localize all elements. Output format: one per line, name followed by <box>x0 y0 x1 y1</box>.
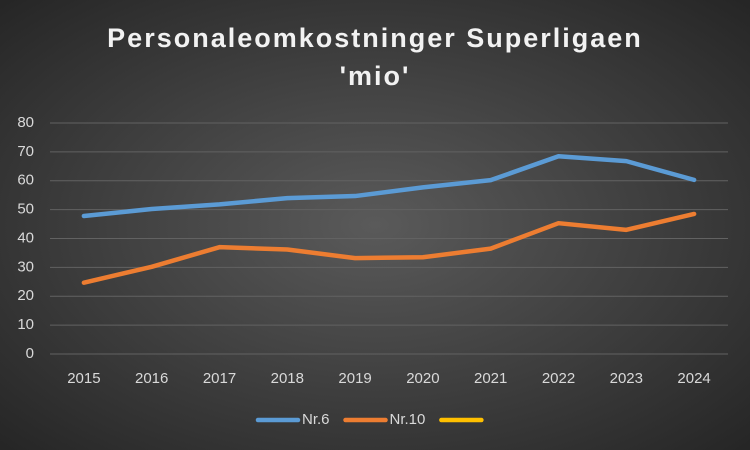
x-tick-label: 2024 <box>677 370 710 387</box>
y-tick-label: 30 <box>17 258 34 275</box>
x-tick-label: 2019 <box>338 370 371 387</box>
y-tick-label: 40 <box>17 229 34 246</box>
y-tick-label: 10 <box>17 316 34 333</box>
y-tick-label: 20 <box>17 287 34 304</box>
chart-title: Personaleomkostninger Superligaen <box>107 23 643 53</box>
legend-label: Nr.6 <box>302 411 330 428</box>
x-tick-label: 2022 <box>542 370 575 387</box>
y-tick-label: 50 <box>17 201 34 218</box>
series-line <box>81 153 697 219</box>
x-tick-label: 2015 <box>67 370 100 387</box>
chart-title: 'mio' <box>340 61 411 91</box>
y-tick-label: 60 <box>17 172 34 189</box>
series-line <box>81 211 697 285</box>
y-tick-label: 80 <box>17 114 34 131</box>
legend-label: Nr.10 <box>390 411 426 428</box>
x-tick-label: 2020 <box>406 370 439 387</box>
x-tick-label: 2023 <box>610 370 643 387</box>
x-tick-label: 2017 <box>203 370 236 387</box>
x-tick-label: 2021 <box>474 370 507 387</box>
y-tick-label: 0 <box>26 345 34 362</box>
x-tick-label: 2018 <box>271 370 304 387</box>
x-tick-label: 2016 <box>135 370 168 387</box>
y-tick-label: 70 <box>17 143 34 160</box>
